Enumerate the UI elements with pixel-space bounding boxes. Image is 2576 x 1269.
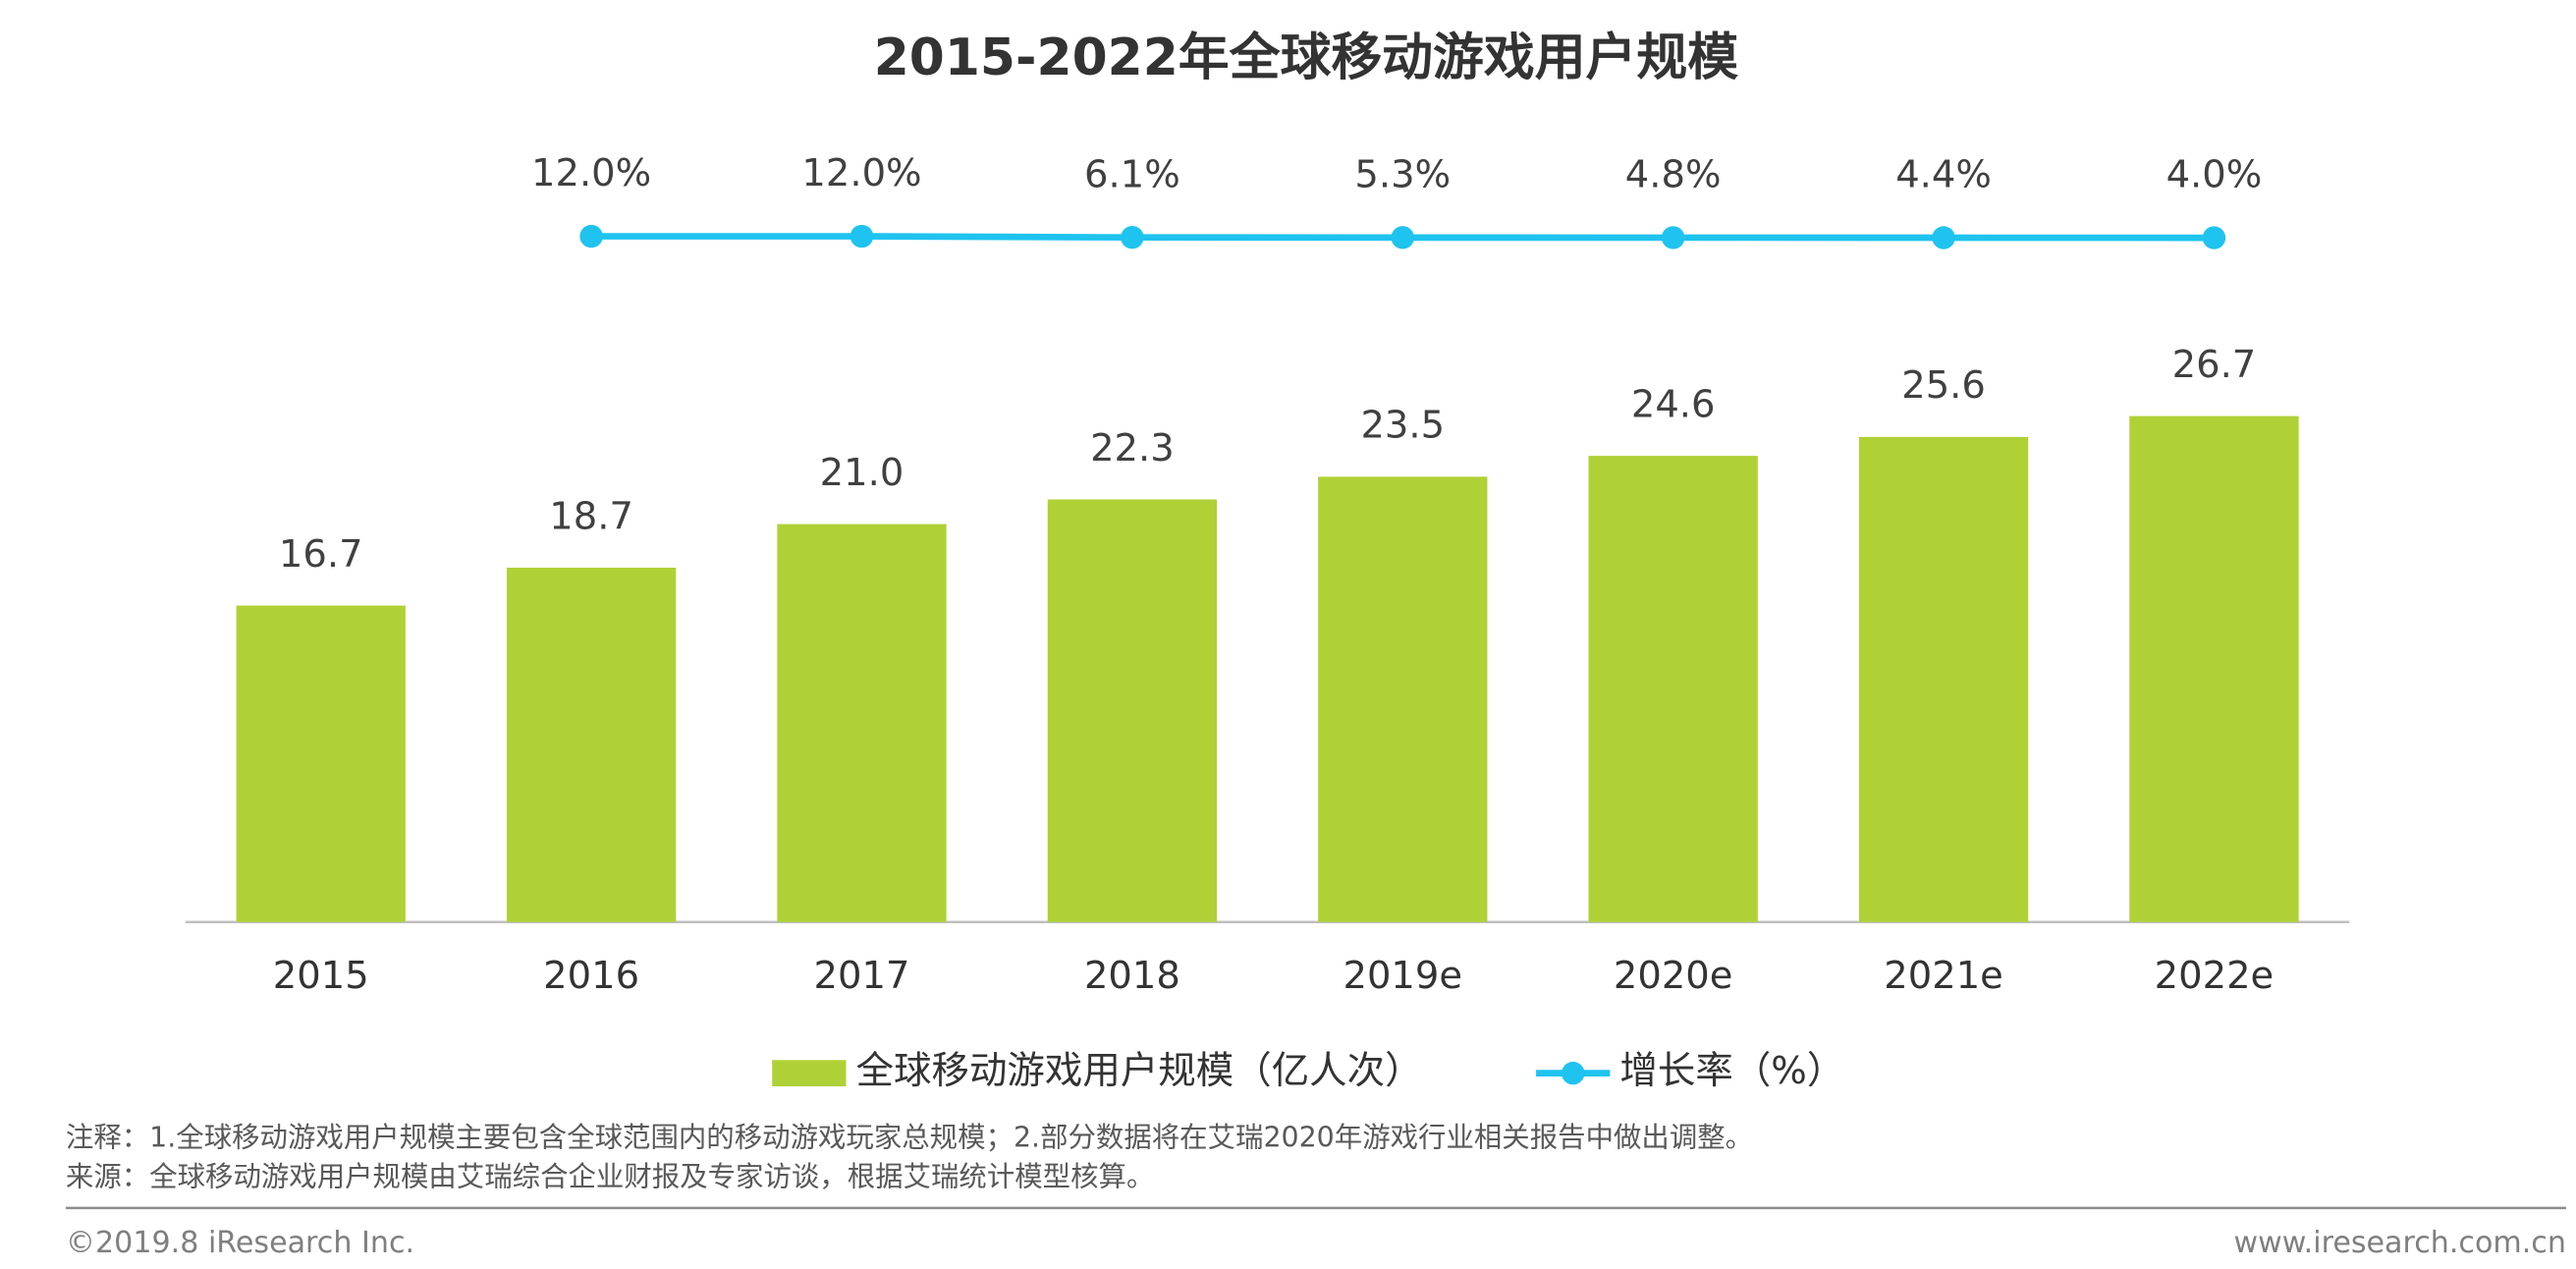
note: 来源：全球移动游戏用户规模由艾瑞综合企业财报及专家访谈，根据艾瑞统计模型核算。	[66, 1161, 1154, 1193]
data-label: 25.6	[1901, 363, 1986, 408]
legend-swatch	[1562, 1061, 1585, 1085]
chart-title: 2015-2022年全球移动游戏用户规模	[874, 28, 1739, 87]
data-label: 23.5	[1360, 404, 1445, 448]
note: 注释：1.全球移动游戏用户规模主要包含全球范围内的移动游戏玩家总规模；2.部分数…	[66, 1122, 1753, 1154]
data-label: 26.7	[2172, 343, 2257, 387]
bar	[1588, 456, 1758, 922]
data-label: 22.3	[1090, 426, 1175, 470]
line-point	[2202, 226, 2226, 249]
footer-left: ©2019.8 iResearch Inc.	[66, 1226, 414, 1260]
line-point	[1661, 226, 1685, 249]
x-tick-label: 2021e	[1884, 954, 2003, 998]
legend-label: 增长率（%）	[1619, 1049, 1844, 1093]
data-label: 12.0%	[801, 151, 921, 195]
x-tick-label: 2015	[273, 954, 369, 998]
line-point	[579, 224, 603, 248]
x-tick-label: 2022e	[2155, 954, 2275, 998]
data-label: 16.7	[279, 532, 363, 577]
data-label: 21.0	[820, 451, 904, 495]
bar	[1047, 499, 1218, 922]
data-label: 24.6	[1631, 382, 1716, 426]
legend-swatch	[772, 1060, 847, 1087]
data-label: 4.4%	[1895, 153, 1992, 197]
footer-right: www.iresearch.com.cn	[2234, 1226, 2566, 1260]
bar	[2129, 415, 2299, 922]
x-tick-label: 2017	[814, 954, 910, 998]
bar	[1858, 436, 2029, 922]
data-label: 18.7	[549, 494, 633, 538]
line-point	[850, 224, 874, 248]
legend-label: 全球移动游戏用户规模（亿人次）	[856, 1049, 1423, 1093]
x-tick-label: 2019e	[1343, 954, 1462, 998]
data-label: 12.0%	[531, 151, 651, 195]
data-label: 6.1%	[1084, 152, 1180, 196]
x-tick-label: 2020e	[1614, 954, 1733, 998]
data-label: 4.8%	[1625, 153, 1722, 197]
bar	[236, 605, 406, 922]
data-label: 4.0%	[2166, 153, 2263, 197]
x-tick-label: 2018	[1084, 954, 1180, 998]
bar	[506, 567, 677, 922]
line-point	[1932, 226, 1955, 249]
data-label: 5.3%	[1354, 152, 1451, 196]
bar	[777, 524, 947, 922]
line-point	[1121, 225, 1144, 249]
bar	[1318, 476, 1488, 922]
line-point	[1391, 226, 1414, 249]
x-tick-label: 2016	[543, 954, 639, 998]
